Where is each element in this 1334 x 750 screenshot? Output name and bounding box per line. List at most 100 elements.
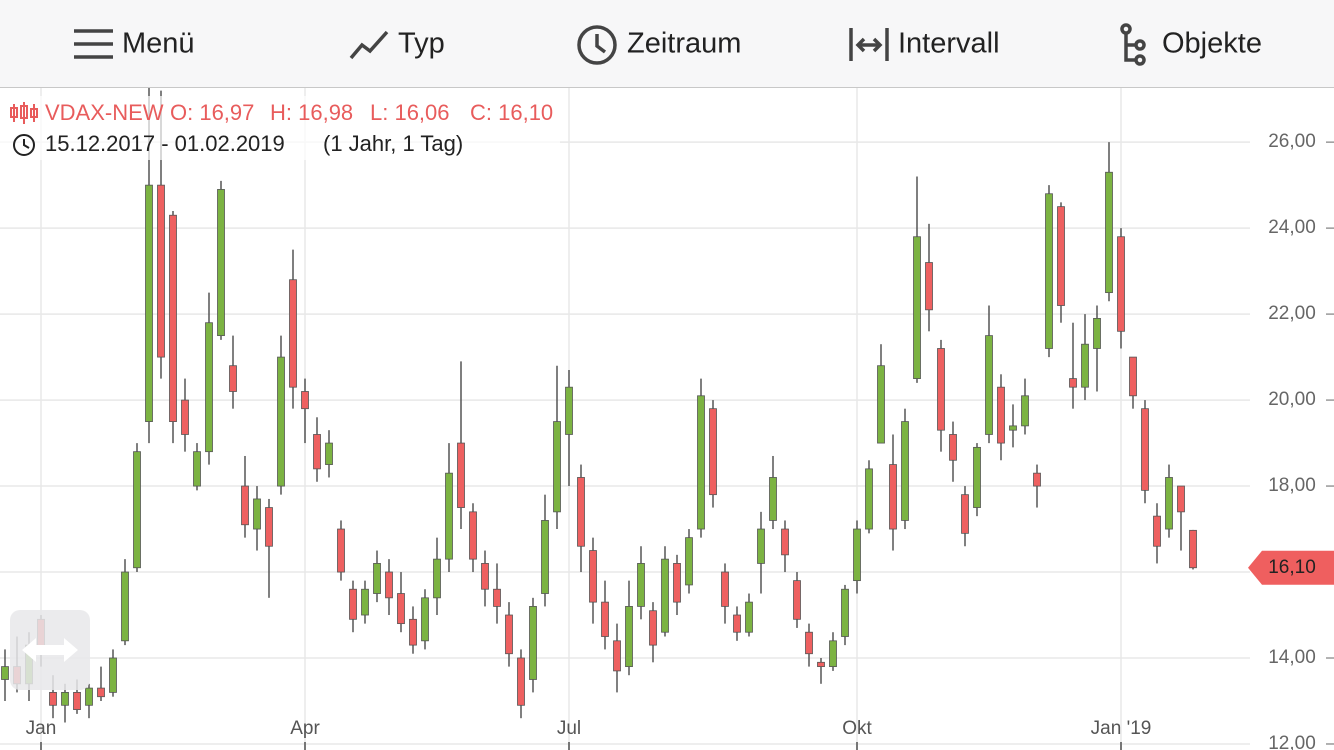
candle-body <box>217 189 225 337</box>
period-icon[interactable] <box>577 25 617 65</box>
candle <box>337 520 345 581</box>
candle <box>241 455 249 538</box>
candle-body <box>97 687 105 698</box>
candle <box>397 572 405 633</box>
candle <box>661 546 669 637</box>
candle-body <box>133 451 141 569</box>
x-tick-label: Jul <box>557 718 581 739</box>
candle <box>253 486 261 551</box>
x-tick-label: Apr <box>290 718 320 739</box>
objects-icon[interactable] <box>1120 23 1146 66</box>
candle <box>901 408 909 530</box>
candle <box>625 580 633 676</box>
candle <box>829 632 837 671</box>
candle-body <box>961 494 969 534</box>
menu-button[interactable]: Menü <box>74 28 195 60</box>
candle <box>277 335 285 495</box>
candle-body <box>313 434 321 470</box>
menu-label[interactable]: Menü <box>122 28 195 60</box>
candle <box>1045 185 1053 358</box>
candle-body <box>865 468 873 530</box>
candle-body <box>493 588 501 607</box>
candle <box>529 597 537 693</box>
x-tick-label: Jan <box>26 718 57 739</box>
candle-body <box>949 434 957 461</box>
candle-body <box>205 322 213 453</box>
candle <box>481 550 489 607</box>
candle-body <box>1093 318 1101 349</box>
candle-body <box>733 614 741 633</box>
candle <box>205 292 213 465</box>
candle-body <box>1141 408 1149 491</box>
candle <box>1 649 9 701</box>
candle-body <box>73 691 81 710</box>
legend-open: O: 16,97 <box>170 100 254 125</box>
y-tick-label: 24,00 <box>1268 217 1316 238</box>
candle <box>361 580 369 624</box>
candle <box>121 559 129 646</box>
candle <box>193 443 201 491</box>
candle <box>457 361 465 530</box>
interval-label[interactable]: Intervall <box>898 28 1000 60</box>
interval-button[interactable]: Intervall <box>849 28 1000 61</box>
scroll-arrows[interactable] <box>22 638 78 662</box>
candle-body <box>685 537 693 586</box>
candle <box>1081 314 1089 401</box>
candle-body <box>829 640 837 668</box>
candle-body <box>1081 343 1089 388</box>
interval-icon[interactable] <box>849 28 889 61</box>
candle <box>97 666 105 701</box>
candle-body <box>157 184 165 358</box>
candle-body <box>853 528 861 582</box>
type-button[interactable]: Typ <box>349 28 445 60</box>
candle <box>805 623 813 667</box>
legend-low: L: 16,06 <box>370 100 450 125</box>
candle <box>109 649 117 697</box>
candle <box>949 421 957 482</box>
candle-body <box>625 606 633 668</box>
candle <box>301 378 309 444</box>
type-label[interactable]: Typ <box>398 28 445 60</box>
candle <box>601 580 609 650</box>
candle <box>865 460 873 534</box>
candle <box>925 223 933 332</box>
objects-label[interactable]: Objekte <box>1162 28 1262 60</box>
type-icon[interactable] <box>349 30 389 60</box>
legend: VDAX-NEW O: 16,97 H: 16,98 L: 16,06 C: 1… <box>0 96 560 160</box>
candle-body <box>997 386 1005 444</box>
candle-body <box>169 214 177 422</box>
candle <box>961 486 969 547</box>
candle-body <box>769 477 777 521</box>
candle <box>793 572 801 628</box>
candle <box>217 180 225 340</box>
candle-body <box>265 507 273 547</box>
candle-body <box>1 666 9 680</box>
candle <box>685 529 693 594</box>
legend-period: (1 Jahr, 1 Tag) <box>323 131 463 156</box>
candle <box>889 434 897 551</box>
candle <box>169 210 177 444</box>
candle <box>553 365 561 530</box>
period-button[interactable]: Zeitraum <box>577 25 741 65</box>
candle-body <box>541 520 549 594</box>
period-label[interactable]: Zeitraum <box>627 28 741 60</box>
candle-body <box>745 601 753 633</box>
y-tick-label: 26,00 <box>1268 131 1316 152</box>
plot-area: 12,0014,0016,0018,0020,0022,0024,0026,00… <box>0 86 1334 750</box>
candle <box>697 378 705 538</box>
objects-button[interactable]: Objekte <box>1120 23 1262 66</box>
scroll-button[interactable] <box>10 610 90 690</box>
legend-range: 15.12.2017 - 01.02.2019 <box>45 131 285 156</box>
candle-body <box>1009 425 1017 431</box>
candle-body <box>1153 515 1161 547</box>
candle <box>61 683 69 723</box>
legend-name: VDAX-NEW <box>45 100 164 125</box>
legend-icon <box>10 102 38 124</box>
candle-body <box>589 550 597 603</box>
candle-body <box>385 571 393 599</box>
candle-body <box>781 528 789 556</box>
y-tick-label: 18,00 <box>1268 475 1316 496</box>
candle-body <box>805 631 813 655</box>
candle-body <box>517 657 525 706</box>
menu-icon[interactable] <box>74 29 113 59</box>
